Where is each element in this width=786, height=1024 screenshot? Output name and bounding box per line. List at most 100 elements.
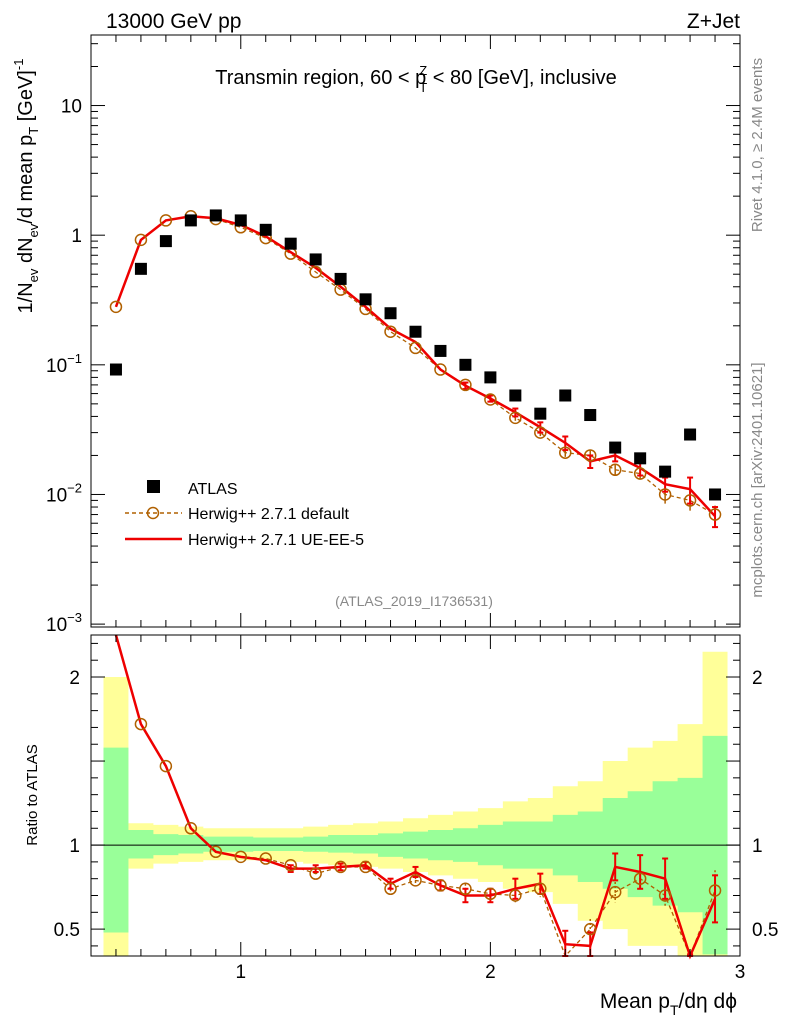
atlas-data-point	[184, 214, 197, 227]
herwig-default-point	[534, 426, 547, 439]
atlas-data-point	[559, 389, 572, 402]
herwig-default-point	[708, 508, 722, 521]
ratio-herwig-default-point	[658, 889, 672, 902]
rivet-version-label: Rivet 4.1.0, ≥ 2.4M events	[749, 58, 766, 232]
atlas-data-point	[609, 441, 622, 454]
ratio-herwig-default-point	[284, 858, 297, 872]
atlas-data-point	[484, 371, 497, 384]
ratio-y-tick-label-right: 2	[752, 668, 763, 689]
ratio-herwig-default-point	[484, 887, 497, 901]
legend-herwig-default-label: Herwig++ 2.7.1 default	[188, 506, 350, 523]
legend-atlas-marker	[147, 480, 160, 493]
atlas-data-point	[284, 237, 297, 250]
x-axis-label: Mean pT/dη dϕ	[600, 990, 737, 1018]
main-plot-panel: 10−3 10−2 10−1 1 10 Transmin region, 60 < pZ…	[11, 34, 741, 636]
herwig-default-point	[608, 463, 622, 477]
ratio-y-tick-label-right: 1	[752, 836, 763, 857]
ratio-herwig-default-point	[309, 867, 322, 880]
herwig-default-line	[115, 215, 716, 516]
ratio-herwig-default-point	[534, 882, 547, 896]
legend-atlas-label: ATLAS	[188, 481, 238, 498]
atlas-data-point	[434, 344, 447, 357]
ratio-y-axis-label: Ratio to ATLAS	[24, 744, 41, 845]
ratio-herwig-default-point	[708, 884, 722, 897]
main-plot-ticks: 10−3 10−2 10−1 1 10	[46, 35, 740, 636]
herwig-default-point	[633, 467, 647, 480]
atlas-data-point	[259, 223, 272, 236]
ratio-plot-panel: 0.5 0.5 1 1 2 2 1 2 3 Ratio to ATLAS Mean pT/dη …	[24, 634, 778, 1018]
ratio-herwig-default-point	[633, 872, 647, 885]
herwig-default-point	[134, 233, 148, 247]
atlas-data-point	[159, 235, 172, 248]
ratio-herwig-default-point	[459, 882, 472, 896]
herwig-default-point	[459, 378, 472, 392]
ratio-plot-marks	[91, 634, 740, 960]
ratio-herwig-default-point	[134, 717, 148, 731]
herwig-default-point	[159, 214, 173, 227]
ratio-herwig-default-point	[359, 860, 372, 874]
herwig-default-point	[409, 341, 422, 355]
ratio-herwig-default-point	[608, 885, 622, 899]
atlas-data-point	[709, 488, 722, 501]
main-plot-marks	[109, 209, 722, 529]
ratio-herwig-default-point	[259, 852, 272, 865]
herwig-default-point	[658, 488, 672, 501]
ratio-y-tick-label-left: 0.5	[54, 920, 80, 941]
atlas-data-point	[459, 358, 472, 371]
ratio-herwig-default-point	[184, 822, 198, 835]
energy-label: 13000 GeV pp	[106, 10, 241, 33]
herwig-default-point	[509, 411, 522, 425]
atlas-data-point	[359, 293, 372, 306]
ratio-y-tick-label-left: 2	[69, 668, 80, 689]
plot-title: Transmin region, 60 < pZ T < 80 [GeV], in…	[215, 63, 617, 95]
ratio-herwig-default-point	[409, 874, 422, 887]
atlas-data-point	[684, 428, 697, 441]
atlas-data-point	[584, 409, 597, 422]
x-tick-label: 2	[485, 962, 496, 983]
herwig-default-point	[434, 363, 447, 376]
ratio-total-uncertainty-band	[103, 651, 728, 956]
main-y-tick-label: 1	[71, 226, 82, 247]
main-y-tick-label: 10−3	[46, 610, 82, 636]
x-tick-label: 3	[735, 962, 746, 983]
ratio-herwig-default-point	[234, 850, 248, 864]
ratio-herwig-default-point	[159, 759, 173, 773]
source-label: mcplots.cern.ch [arXiv:2401.10621]	[749, 362, 766, 597]
analysis-watermark: (ATLAS_2019_I1736531)	[335, 593, 493, 609]
ratio-y-tick-label-left: 1	[69, 836, 80, 857]
atlas-data-point	[309, 253, 322, 266]
atlas-data-point	[334, 272, 347, 285]
process-label: Z+Jet	[687, 10, 740, 33]
atlas-data-point	[384, 307, 397, 320]
atlas-data-point	[109, 363, 122, 376]
main-y-tick-label: 10	[61, 97, 82, 118]
legend-herwig-default-marker	[146, 506, 160, 520]
herwig-default-point	[384, 325, 397, 338]
ratio-herwig-default-point	[583, 922, 597, 936]
ratio-herwig-default-line	[115, 634, 716, 958]
ratio-herwig-default-point	[384, 882, 397, 896]
atlas-data-point	[409, 325, 422, 338]
main-y-tick-label: 10−2	[46, 480, 82, 506]
atlas-data-point	[234, 214, 247, 227]
herwig-default-point	[484, 393, 497, 406]
ratio-herwig-default-point	[334, 860, 347, 874]
ratio-plot-ticks: 0.5 0.5 1 1 2 2 1 2 3	[54, 635, 778, 983]
atlas-data-point	[509, 389, 522, 402]
herwig-default-point	[683, 494, 697, 507]
herwig-default-point	[309, 265, 322, 279]
legend-herwig-ueee5-label: Herwig++ 2.7.1 UE-EE-5	[188, 532, 364, 549]
herwig-default-point	[559, 446, 572, 459]
atlas-data-point	[134, 262, 147, 275]
main-y-axis-label: 1/Nev dNev/d mean pT [GeV]-1	[11, 59, 41, 314]
x-tick-label: 1	[235, 962, 246, 983]
atlas-data-point	[209, 209, 222, 222]
herwig-default-point	[583, 449, 597, 462]
atlas-data-point	[634, 452, 647, 465]
ratio-herwig-default-point	[509, 889, 522, 902]
herwig-default-point	[109, 300, 123, 314]
ratio-herwig-default-point	[209, 845, 223, 859]
ratio-herwig-default-point	[434, 879, 447, 892]
atlas-data-point	[659, 465, 672, 478]
